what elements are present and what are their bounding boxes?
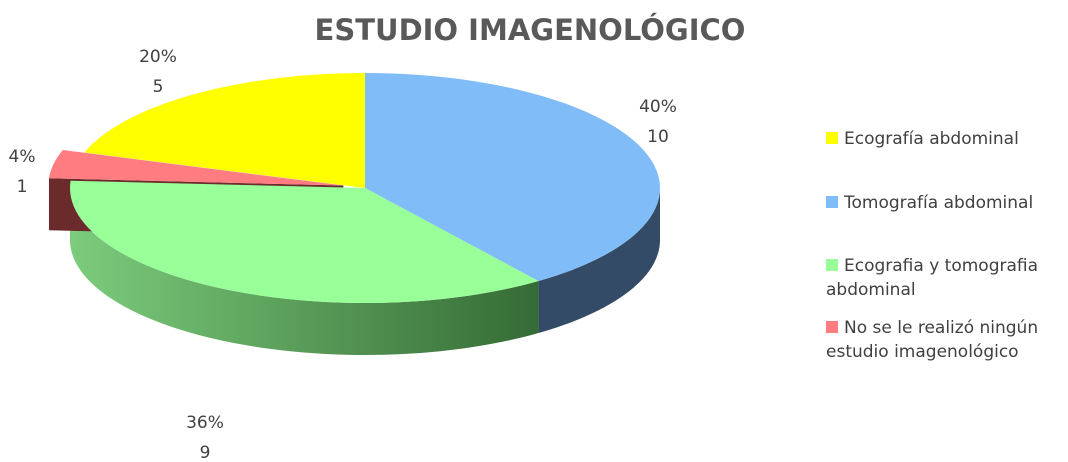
legend-label: Ecografia y tomografia abdominal: [826, 256, 1039, 300]
legend-item: Ecografia y tomografia abdominal: [826, 254, 1061, 302]
data-label-count: 5: [153, 77, 164, 97]
legend-swatch: [826, 132, 838, 144]
data-label: 40%: [639, 97, 677, 117]
pie-slice-side: [70, 188, 539, 355]
legend-swatch: [826, 259, 838, 271]
legend-swatch: [826, 321, 838, 333]
data-label-count: 10: [647, 127, 669, 147]
chart-title: ESTUDIO IMAGENOLÓGICO: [315, 13, 746, 47]
legend-label: Tomografía abdominal: [844, 193, 1034, 213]
legend-item: No se le realizó ningún estudio imagenol…: [826, 316, 1061, 364]
pie-slice-side: [538, 188, 660, 334]
data-label-count: 1: [17, 177, 28, 197]
data-label: 20%: [139, 47, 177, 67]
pie-slice: [84, 73, 365, 188]
legend-label: No se le realizó ningún estudio imagenol…: [826, 318, 1039, 362]
pie-slice: [48, 149, 344, 186]
legend-swatch: [826, 196, 838, 208]
data-label-count: 9: [200, 443, 211, 462]
legend-item: Ecografía abdominal: [826, 127, 1061, 151]
data-label: 36%: [186, 413, 224, 433]
pie-slice: [70, 180, 539, 303]
legend-label: Ecografía abdominal: [844, 129, 1019, 149]
data-label: 4%: [9, 147, 36, 167]
legend-item: Tomografía abdominal: [826, 191, 1061, 215]
pie-slice: [365, 73, 660, 282]
